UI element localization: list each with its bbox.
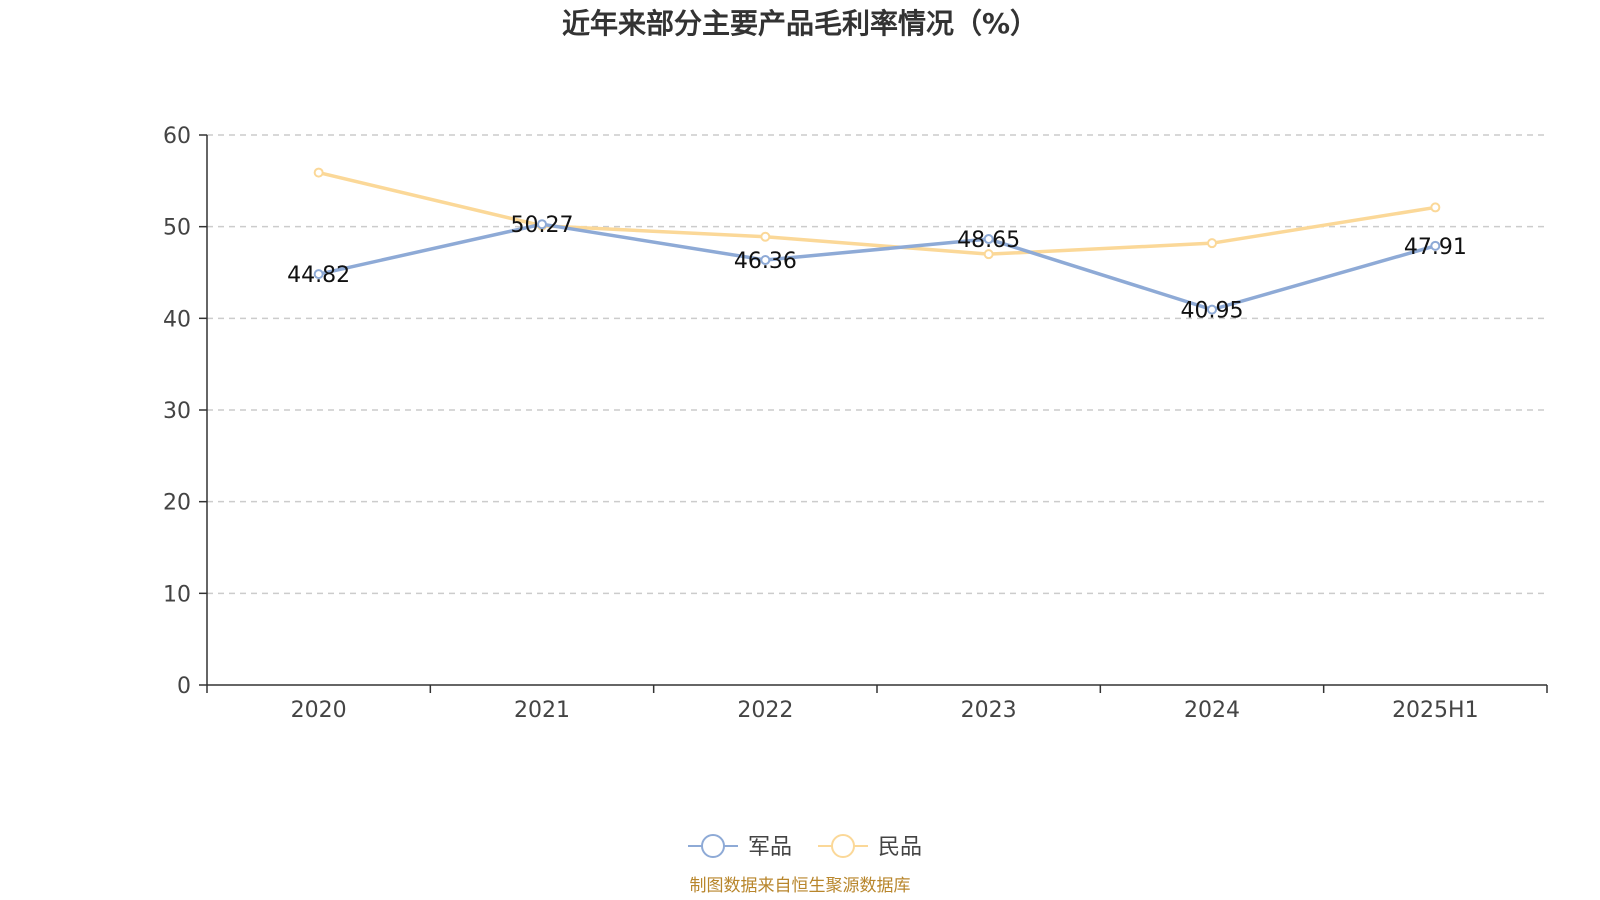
y-tick-label: 30 — [163, 399, 191, 424]
y-tick-label: 60 — [163, 124, 191, 149]
data-labels: 44.82 50.27 46.36 48.65 40.95 47.91 — [287, 213, 1467, 323]
x-tick-label: 2025H1 — [1392, 698, 1479, 723]
legend-item[interactable]: 民品 — [818, 834, 922, 860]
series-line — [318, 170, 1436, 256]
y-tick-label: 40 — [163, 307, 191, 332]
legend-label: 民品 — [878, 835, 922, 860]
legend[interactable]: 军品 民品 — [688, 834, 922, 860]
legend-label: 军品 — [748, 835, 792, 860]
y-tick-label: 0 — [177, 674, 191, 699]
data-point — [537, 219, 547, 230]
x-tick-label: 2023 — [961, 698, 1017, 723]
data-label: 46.36 — [734, 249, 797, 274]
series-line — [318, 222, 1436, 312]
x-tick-label: 2020 — [291, 698, 347, 723]
x-tick-label: 2022 — [737, 698, 793, 723]
legend-circle-icon — [701, 834, 725, 858]
legend-circle-icon — [831, 834, 855, 858]
y-tick-label: 10 — [163, 582, 191, 607]
data-point — [313, 269, 324, 280]
data-point — [760, 231, 771, 242]
y-tick-label: 20 — [163, 491, 191, 516]
x-tick-label: 2021 — [514, 698, 570, 723]
source-note: 制图数据来自恒生聚源数据库 — [690, 876, 911, 896]
data-point — [760, 255, 771, 266]
x-axis: 2020 2021 2022 2023 2024 2025H1 — [206, 684, 1548, 723]
data-point — [1430, 240, 1441, 251]
data-point — [1207, 238, 1217, 249]
legend-item[interactable]: 军品 — [688, 834, 792, 860]
data-point — [1430, 202, 1441, 213]
x-tick-label: 2024 — [1184, 698, 1240, 723]
data-point — [983, 249, 994, 260]
data-label: 50.27 — [511, 213, 574, 238]
chart-title: 近年来部分主要产品毛利率情况（%） — [562, 7, 1038, 40]
data-point — [983, 234, 994, 245]
data-point — [313, 167, 324, 178]
data-label: 47.91 — [1404, 235, 1467, 260]
series-layer — [313, 167, 1441, 315]
y-axis: 0 10 20 30 40 50 60 — [163, 124, 208, 699]
grid-lines — [207, 134, 1547, 595]
data-label: 40.95 — [1181, 299, 1244, 324]
data-point — [1207, 304, 1217, 315]
data-label: 44.82 — [287, 263, 350, 288]
data-label: 48.65 — [957, 228, 1020, 253]
y-tick-label: 50 — [163, 216, 191, 241]
